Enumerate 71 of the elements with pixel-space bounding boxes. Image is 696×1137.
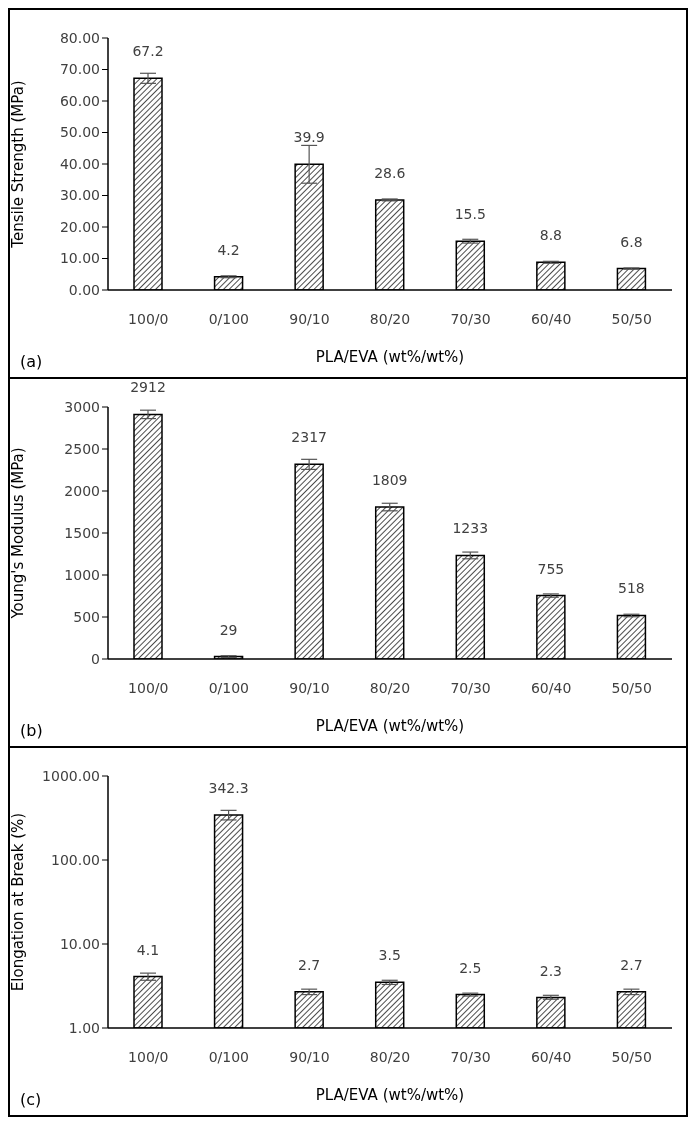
text: (c) xyxy=(20,1090,42,1109)
y-axis-title: Tensile Strength (MPa) xyxy=(9,80,28,249)
data-label: 6.8 xyxy=(620,233,643,250)
y-tick-label: 100.00 xyxy=(51,851,100,868)
x-tick-label: 60/40 xyxy=(530,310,572,327)
data-label: 28.6 xyxy=(374,164,406,181)
y-axis-title: Young's Modulus (MPa) xyxy=(9,447,28,620)
y-tick-label: 80.00 xyxy=(59,29,100,46)
x-tick-label: 50/50 xyxy=(611,1048,652,1065)
x-tick-label: 50/50 xyxy=(611,310,652,327)
data-label: 755 xyxy=(537,560,565,577)
x-axis-title: PLA/EVA (wt%/wt%) xyxy=(315,717,465,735)
y-tick-label: 40.00 xyxy=(59,155,100,172)
x-tick-label: 0/100 xyxy=(208,1048,250,1065)
y-tick-label: 0 xyxy=(91,650,100,667)
y-tick-label: 30.00 xyxy=(59,187,100,204)
x-tick-label: 0/100 xyxy=(208,679,250,696)
data-label: 1233 xyxy=(452,520,489,537)
y-tick-label: 3000 xyxy=(64,398,100,415)
data-label: 2.7 xyxy=(620,956,643,973)
x-tick-label: 50/50 xyxy=(611,679,652,696)
x-axis-title: PLA/EVA (wt%/wt%) xyxy=(315,348,465,366)
x-axis-title: PLA/EVA (wt%/wt%) xyxy=(315,1086,465,1104)
x-tick-label: 80/20 xyxy=(369,679,411,696)
data-label: 2.7 xyxy=(298,956,321,973)
y-tick-label: 1000 xyxy=(64,566,100,583)
data-label: 15.5 xyxy=(454,206,486,223)
y-tick-label: 70.00 xyxy=(59,61,100,78)
data-label: 2912 xyxy=(130,379,166,396)
y-axis-title: Elongation at Break (%) xyxy=(9,812,28,992)
x-tick-label: 80/20 xyxy=(369,310,411,327)
text: (b) xyxy=(20,721,43,740)
x-tick-label: 90/10 xyxy=(289,1048,330,1065)
data-label: 39.9 xyxy=(293,129,325,146)
y-tick-label: 50.00 xyxy=(59,124,100,141)
y-tick-label: 2500 xyxy=(64,440,100,457)
text: (a) xyxy=(20,352,43,371)
data-label: 1809 xyxy=(371,472,408,489)
data-label: 2.3 xyxy=(539,962,562,979)
data-label: 8.8 xyxy=(539,227,562,244)
data-label: 2317 xyxy=(291,429,327,446)
y-tick-label: 1000.00 xyxy=(42,767,100,784)
y-tick-label: 2000 xyxy=(64,482,100,499)
y-tick-label: 10.00 xyxy=(59,935,100,952)
y-tick-label: 1500 xyxy=(64,524,100,541)
data-label: 3.5 xyxy=(378,947,401,964)
x-tick-label: 60/40 xyxy=(530,1048,572,1065)
x-tick-label: 70/30 xyxy=(450,1048,491,1065)
y-tick-label: 60.00 xyxy=(59,92,100,109)
y-tick-label: 0.00 xyxy=(68,281,100,298)
y-tick-label: 10.00 xyxy=(59,250,100,267)
data-label: 2.5 xyxy=(459,959,482,976)
x-tick-label: 80/20 xyxy=(369,1048,411,1065)
x-tick-label: 0/100 xyxy=(208,310,250,327)
x-tick-label: 90/10 xyxy=(289,310,330,327)
x-tick-label: 100/0 xyxy=(128,679,169,696)
x-tick-label: 60/40 xyxy=(530,679,572,696)
data-label: 518 xyxy=(618,580,645,597)
data-label: 29 xyxy=(219,621,238,638)
data-label: 4.2 xyxy=(217,241,240,258)
x-tick-label: 90/10 xyxy=(289,679,330,696)
y-tick-label: 1.00 xyxy=(68,1019,100,1036)
x-tick-label: 70/30 xyxy=(450,679,491,696)
x-tick-label: 100/0 xyxy=(128,1048,169,1065)
x-tick-label: 100/0 xyxy=(128,310,169,327)
x-tick-label: 70/30 xyxy=(450,310,491,327)
y-tick-label: 500 xyxy=(73,608,100,625)
data-label: 342.3 xyxy=(208,780,249,797)
data-label: 4.1 xyxy=(136,941,160,958)
y-tick-label: 20.00 xyxy=(59,218,100,235)
data-label: 67.2 xyxy=(132,43,164,60)
